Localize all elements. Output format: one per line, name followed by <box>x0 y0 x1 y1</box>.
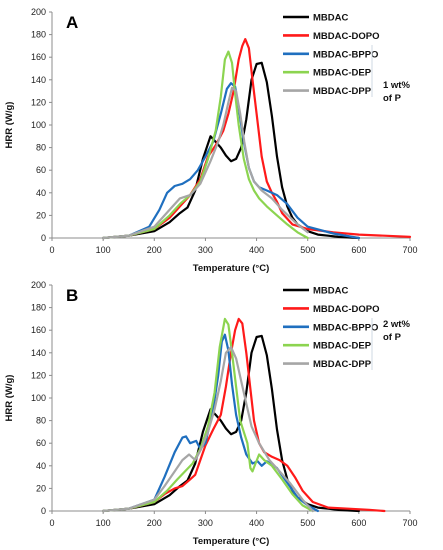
y-tick-label: 180 <box>31 303 46 313</box>
x-tick-label: 300 <box>198 518 213 528</box>
series-line-mbdac-dpp <box>101 86 309 240</box>
y-tick-label: 20 <box>36 483 46 493</box>
series-line-mbdac-dpp <box>101 346 314 513</box>
x-tick-label: 200 <box>147 245 162 255</box>
legend-label: MBDAC-DOPO <box>313 31 380 42</box>
chart-panel-b: 0 20 40 60 80 100 120 140 160 180 200 0 100 200 300 400… <box>4 280 418 547</box>
y-tick-label: 160 <box>31 325 46 335</box>
y-tick-label: 140 <box>31 348 46 358</box>
y-tick-label: 60 <box>36 165 46 175</box>
x-tick-label: 400 <box>249 518 264 528</box>
x-tick-label: 200 <box>147 518 162 528</box>
y-tick-label: 40 <box>36 188 46 198</box>
legend: MBDAC MBDAC-DOPO MBDAC-BPPO MBDAC-DEP MBDAC-… <box>283 286 380 370</box>
loading-note: 1 wt% <box>383 80 410 91</box>
panel-label: B <box>66 286 78 305</box>
y-tick-label: 100 <box>31 393 46 403</box>
x-tick-label: 700 <box>402 245 417 255</box>
y-tick-label: 120 <box>31 370 46 380</box>
y-tick-label: 160 <box>31 52 46 62</box>
y-tick-label: 80 <box>36 143 46 153</box>
x-tick-label: 100 <box>96 245 111 255</box>
x-tick-label: 300 <box>198 245 213 255</box>
legend-label: MBDAC-BPPO <box>313 49 378 60</box>
x-tick-label: 0 <box>49 518 54 528</box>
series-line-mbdac-dopo <box>101 317 386 513</box>
y-tick-label: 120 <box>31 97 46 107</box>
x-tick-label: 0 <box>49 245 54 255</box>
series-line-mbdac-dep <box>101 317 314 513</box>
y-tick-label: 80 <box>36 416 46 426</box>
y-tick-label: 180 <box>31 30 46 40</box>
legend-label: MBDAC-BPPO <box>313 322 378 333</box>
x-tick-label: 500 <box>300 518 315 528</box>
y-tick-label: 140 <box>31 75 46 85</box>
x-axis-title: Temperature (°C) <box>193 263 269 274</box>
x-axis-title: Temperature (°C) <box>193 536 269 547</box>
loading-note: 2 wt% <box>383 319 410 330</box>
y-tick-label: 20 <box>36 210 46 220</box>
y-axis-title: HRR (W/g) <box>4 102 15 149</box>
legend-label: MBDAC-DPP <box>313 86 372 97</box>
loading-note: of P <box>383 93 402 104</box>
series-line-mbdac-bppo <box>101 82 360 240</box>
legend-label: MBDAC <box>313 13 348 24</box>
legend: MBDAC MBDAC-DOPO MBDAC-BPPO MBDAC-DEP MBDAC-… <box>283 13 380 97</box>
y-tick-label: 60 <box>36 438 46 448</box>
x-tick-label: 500 <box>300 245 315 255</box>
legend-label: MBDAC-DPP <box>313 359 372 370</box>
legend-label: MBDAC-DOPO <box>313 304 380 315</box>
legend-label: MBDAC-DEP <box>313 341 372 352</box>
y-tick-label: 40 <box>36 461 46 471</box>
x-tick-label: 100 <box>96 518 111 528</box>
y-tick-label: 200 <box>31 7 46 17</box>
y-tick-label: 0 <box>41 233 46 243</box>
y-tick-label: 100 <box>31 120 46 130</box>
y-tick-label: 200 <box>31 280 46 290</box>
legend-label: MBDAC-DEP <box>313 68 372 79</box>
x-tick-label: 600 <box>351 245 366 255</box>
series-line-mbdac-dep <box>101 50 309 240</box>
loading-note: of P <box>383 332 402 343</box>
y-tick-label: 0 <box>41 506 46 516</box>
x-tick-label: 400 <box>249 245 264 255</box>
y-axis-title: HRR (W/g) <box>4 375 15 422</box>
chart-panel-a: 0 20 40 60 80 100 120 140 160 180 200 0 100 200 300 400… <box>4 7 418 274</box>
legend-label: MBDAC <box>313 286 348 297</box>
x-tick-label: 700 <box>402 518 417 528</box>
panel-label: A <box>66 13 78 32</box>
x-tick-label: 600 <box>351 518 366 528</box>
